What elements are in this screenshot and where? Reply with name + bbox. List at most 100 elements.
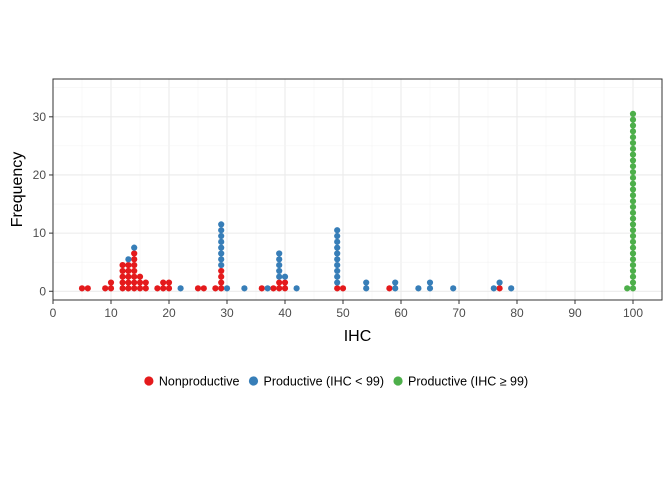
- data-point: [629, 157, 637, 164]
- data-point: [218, 250, 225, 257]
- data-point: [624, 285, 631, 292]
- data-point: [142, 285, 149, 292]
- y-axis: 0 10 20 30: [33, 110, 53, 298]
- data-point: [629, 116, 637, 123]
- panel-border: [52, 78, 663, 301]
- data-point: [490, 285, 497, 292]
- x-tick-label: 80: [510, 306, 524, 320]
- data-point: [78, 285, 86, 292]
- data-point: [160, 285, 167, 292]
- legend-key: [144, 376, 154, 386]
- legend-label: Productive (IHC ≥ 99): [408, 374, 528, 388]
- data-point: [450, 285, 457, 292]
- data-point: [281, 279, 289, 286]
- data-point: [629, 192, 637, 199]
- data-point: [629, 128, 637, 135]
- data-points: [78, 110, 637, 292]
- data-point: [218, 238, 225, 245]
- data-point: [131, 279, 138, 286]
- data-point: [276, 267, 283, 275]
- data-point: [508, 285, 515, 292]
- data-point: [386, 285, 393, 292]
- legend-key: [248, 376, 259, 386]
- data-point: [426, 285, 434, 292]
- data-point: [125, 285, 132, 292]
- y-axis-title: Frequency: [9, 152, 26, 228]
- x-axis: 0 10 20 30 40 50 60 70 80 90 100: [50, 300, 643, 320]
- data-point: [496, 279, 503, 286]
- data-point: [131, 267, 138, 275]
- x-tick-label: 20: [162, 306, 176, 320]
- data-point: [136, 279, 144, 286]
- data-point: [218, 232, 225, 240]
- data-point: [264, 285, 271, 292]
- data-point: [629, 180, 637, 187]
- x-tick-label: 100: [623, 306, 643, 320]
- data-point: [131, 285, 138, 292]
- data-point: [136, 273, 144, 280]
- data-point: [415, 285, 422, 292]
- data-point: [281, 285, 289, 292]
- data-point: [629, 273, 637, 280]
- data-point: [276, 285, 283, 292]
- y-tick-label: 30: [33, 110, 47, 124]
- x-tick-label: 90: [568, 306, 582, 320]
- data-point: [629, 262, 637, 269]
- data-point: [142, 279, 149, 286]
- data-point: [629, 279, 637, 286]
- data-point: [258, 285, 265, 292]
- data-point: [165, 279, 173, 286]
- data-point: [629, 267, 637, 275]
- data-point: [119, 262, 126, 269]
- x-tick-label: 70: [452, 306, 466, 320]
- x-axis-title: IHC: [344, 328, 372, 345]
- data-point: [629, 209, 637, 216]
- data-point: [629, 256, 637, 263]
- data-point: [629, 122, 637, 129]
- data-point: [119, 285, 126, 292]
- data-point: [363, 279, 370, 286]
- data-point: [241, 285, 248, 292]
- data-point: [629, 163, 637, 170]
- y-tick-label: 0: [39, 284, 46, 298]
- x-tick-label: 0: [50, 306, 57, 320]
- data-point: [218, 256, 225, 263]
- data-point: [107, 285, 115, 292]
- data-point: [125, 279, 132, 286]
- data-point: [334, 238, 341, 245]
- data-point: [177, 285, 184, 292]
- legend-label: Nonproductive: [159, 374, 240, 388]
- data-point: [629, 250, 637, 257]
- data-point: [270, 285, 277, 292]
- data-point: [125, 256, 132, 263]
- data-point: [496, 285, 503, 292]
- x-tick-label: 50: [336, 306, 350, 320]
- data-point: [125, 273, 132, 280]
- data-point: [218, 244, 225, 251]
- data-point: [629, 221, 637, 228]
- data-point: [276, 279, 283, 286]
- legend-item: Productive (IHC < 99): [248, 374, 384, 388]
- data-point: [125, 262, 132, 269]
- data-point: [218, 227, 225, 234]
- data-point: [218, 273, 225, 280]
- y-tick-label: 10: [33, 226, 47, 240]
- data-point: [339, 285, 347, 292]
- data-point: [276, 250, 283, 257]
- data-point: [276, 262, 283, 269]
- data-point: [119, 273, 126, 280]
- data-point: [629, 285, 637, 292]
- data-point: [223, 285, 231, 292]
- data-point: [334, 273, 341, 280]
- data-point: [629, 145, 637, 152]
- data-point: [131, 244, 138, 251]
- x-tick-label: 30: [220, 306, 234, 320]
- data-point: [212, 285, 219, 292]
- data-point: [218, 279, 225, 286]
- data-point: [629, 186, 637, 193]
- series-nonproductive: [78, 250, 503, 292]
- data-point: [392, 285, 399, 292]
- data-point: [107, 279, 115, 286]
- data-point: [334, 232, 341, 240]
